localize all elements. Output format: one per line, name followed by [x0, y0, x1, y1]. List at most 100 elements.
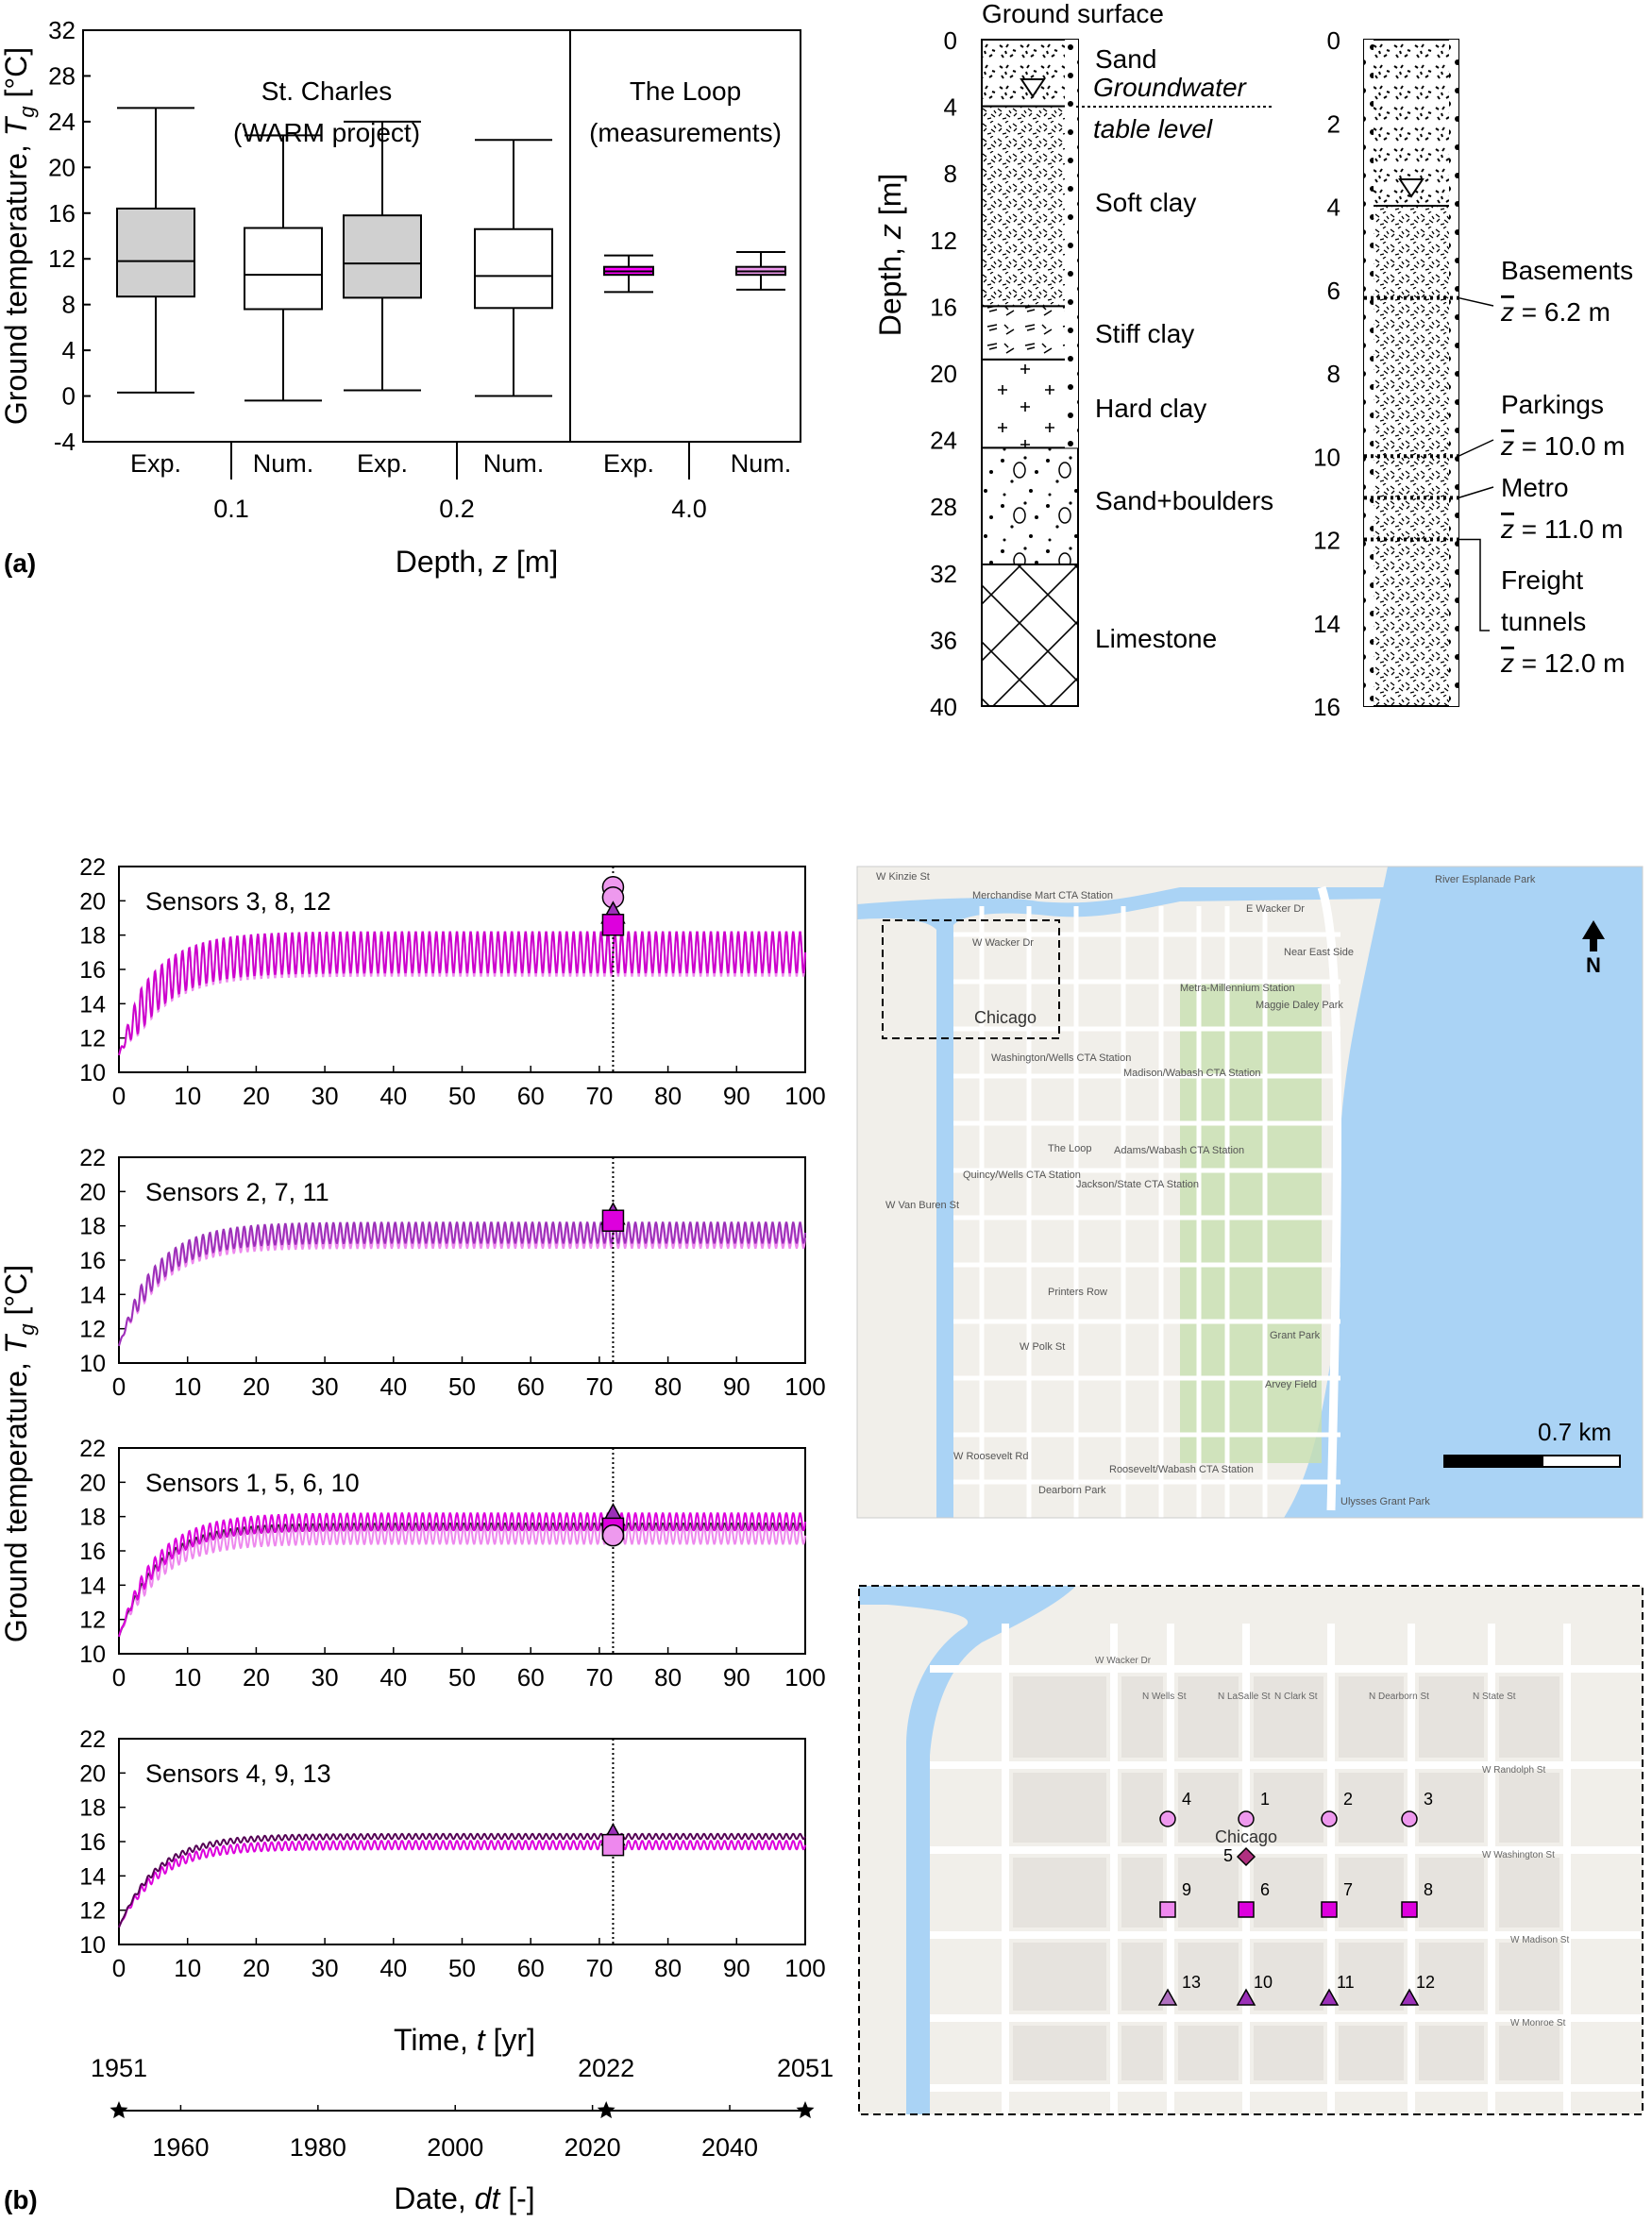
- y-tick-label: 14: [79, 1282, 106, 1308]
- x-tick-label: 40: [379, 1954, 407, 1982]
- infra-y-tick-label: 6: [1327, 277, 1340, 305]
- sensor-marker-circle: [1401, 1810, 1418, 1827]
- building-block: [1419, 1858, 1484, 1927]
- sensor-id-label: 4: [1182, 1790, 1191, 1809]
- north-arrow-icon: N: [1582, 920, 1605, 977]
- date-ticks: 1951 2022 2051 1960 1980 2000 2020 2040: [91, 2054, 834, 2162]
- temperature-curve: [118, 1512, 806, 1638]
- x-tick-label: 100: [784, 1372, 825, 1401]
- sensor-marker-circle: [1321, 1810, 1338, 1827]
- sensor-id-label: 5: [1223, 1846, 1233, 1865]
- y-tick-label: 16: [79, 957, 106, 984]
- x-tick-label: 70: [585, 1663, 613, 1692]
- panel-title: Sensors 3, 8, 12: [145, 887, 331, 916]
- sensor-marker-circle: [1159, 1810, 1176, 1827]
- soil-edge-dots: [1065, 40, 1078, 448]
- x-tick-label: 80: [654, 1954, 682, 1982]
- sensor-id-label: 2: [1343, 1790, 1353, 1809]
- sensor-id-label: 12: [1416, 1973, 1435, 1992]
- group-subtitle-st-charles: (WARM project): [233, 118, 420, 147]
- map-place-label: Printers Row: [1048, 1287, 1107, 1298]
- soil-layer: [981, 305, 1079, 361]
- x-tick-label: 10: [174, 1082, 201, 1110]
- temperature-curve: [118, 1221, 806, 1347]
- x-tick-label: 70: [585, 1082, 613, 1110]
- y-tick-label: 28: [48, 61, 76, 90]
- building-block: [1013, 1773, 1106, 1843]
- boxplot-y-axis-label: Ground temperature, Tg [°C]: [0, 47, 39, 425]
- y-tick-label: 22: [79, 854, 106, 881]
- map-place-label: Maggie Daley Park: [1256, 1000, 1343, 1011]
- building-block: [1254, 1773, 1323, 1843]
- panel-a-label: (a): [4, 548, 36, 578]
- measurement-marker-circle: [601, 1523, 625, 1547]
- detail-street-label: W Washington St: [1482, 1850, 1555, 1860]
- sensor-id-label: 10: [1254, 1973, 1273, 1992]
- map-place-label: Roosevelt/Wabash CTA Station: [1109, 1464, 1254, 1475]
- y-tick-label: 10: [79, 1060, 106, 1086]
- building-block: [1013, 1858, 1106, 1927]
- soil-y-tick-label: 4: [944, 93, 957, 122]
- map-place-label: The Loop: [1048, 1143, 1091, 1154]
- y-tick-label: 24: [48, 108, 76, 136]
- soil-y-axis-label: Depth, z [m]: [873, 174, 907, 337]
- soil-layers: Sand Soft clay Stiff clay Hard clay Sand+bou…: [981, 39, 1273, 707]
- svg-text:N: N: [1586, 953, 1601, 977]
- x-tick-label: 80: [654, 1372, 682, 1401]
- sensor-marker-square: [1321, 1901, 1338, 1918]
- infra-depth-label: z = 12.0 m: [1500, 648, 1626, 678]
- depth-label-0.2: 0.2: [439, 495, 475, 523]
- groundwater-label-2: table level: [1093, 114, 1213, 143]
- box-iqr: [343, 214, 422, 299]
- detail-river: [859, 1586, 1076, 2114]
- y-tick-label: 22: [79, 1436, 106, 1462]
- zbar-symbol: z: [1500, 297, 1514, 327]
- infra-y-tick-label: 0: [1327, 26, 1340, 55]
- x-tick-label: 100: [784, 1082, 825, 1110]
- infra-depth-label: z = 6.2 m: [1500, 297, 1610, 327]
- panel-title: Sensors 1, 5, 6, 10: [145, 1469, 360, 1497]
- group-subtitle-loop: (measurements): [589, 118, 782, 147]
- soil-layer-label: Soft clay: [1095, 188, 1196, 217]
- map-place-label: Jackson/State CTA Station: [1076, 1179, 1199, 1190]
- x-tick-label: 30: [312, 1663, 339, 1692]
- soil-layer: [981, 358, 1079, 449]
- x-tick-label: 50: [448, 1372, 476, 1401]
- detail-street-label: N State St: [1473, 1692, 1516, 1702]
- sensor-id-label: 13: [1182, 1973, 1201, 1992]
- building-block: [1499, 1858, 1559, 1927]
- infra-y-tick-label: 2: [1327, 109, 1340, 138]
- map-place-label: Arvey Field: [1265, 1379, 1317, 1390]
- building-block: [1178, 1773, 1239, 1843]
- date-star-label: 2051: [777, 2054, 834, 2082]
- measurement-marker-square: [601, 1833, 625, 1857]
- y-tick-label: 20: [48, 153, 76, 181]
- detail-street-label: W Monroe St: [1510, 2018, 1566, 2028]
- x-tick-label: 20: [243, 1372, 270, 1401]
- building-block: [1419, 1773, 1484, 1843]
- building-block: [1339, 1943, 1404, 2011]
- infra-depth-label: z = 11.0 m: [1500, 514, 1623, 544]
- date-tick-label: 1980: [290, 2133, 346, 2162]
- infra-name-label: Parkings: [1501, 390, 1604, 419]
- building-block: [1121, 2026, 1163, 2080]
- x-tick-label: 20: [243, 1082, 270, 1110]
- infra-name-label: Freight: [1501, 565, 1583, 595]
- sensor-marker-square: [1238, 1901, 1255, 1918]
- temperature-curve: [118, 931, 806, 1056]
- building-block: [1178, 1943, 1239, 2011]
- building-block: [1121, 1858, 1163, 1927]
- x-tick-label: 20: [243, 1663, 270, 1692]
- building-block: [1499, 1943, 1559, 2011]
- detail-street-label: N Dearborn St: [1369, 1692, 1429, 1702]
- building-block: [1339, 1676, 1404, 1758]
- depth-label-4.0: 4.0: [671, 495, 707, 523]
- panel-frame: [118, 1156, 806, 1364]
- sensor-marker-triangle: [1319, 1988, 1340, 2006]
- date-star-icon: [110, 2101, 128, 2119]
- y-tick-label: 22: [79, 1145, 106, 1171]
- x-tick-label: 90: [723, 1082, 750, 1110]
